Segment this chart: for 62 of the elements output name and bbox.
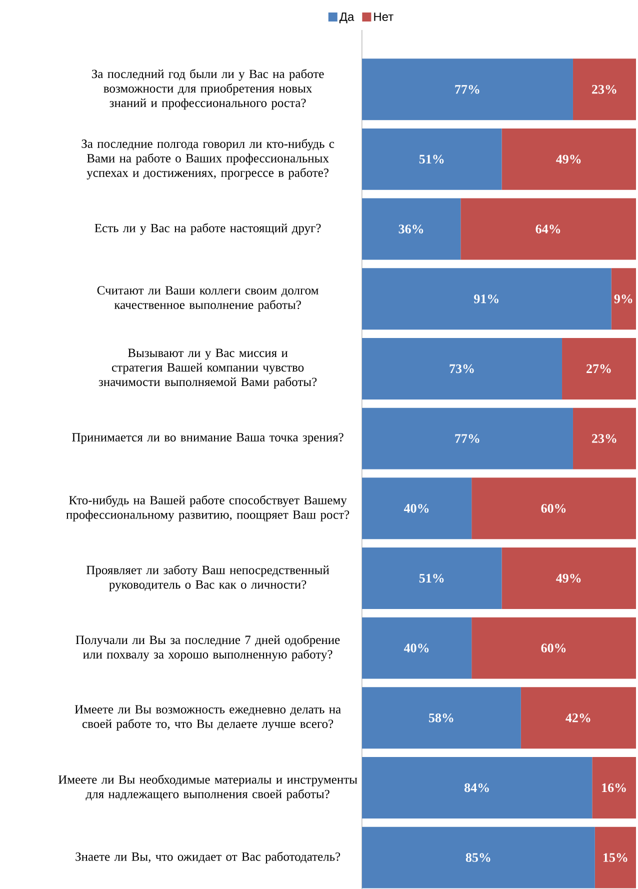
data-label: 60% [541, 644, 566, 652]
legend-label: Да [339, 12, 354, 24]
data-label: 23% [592, 434, 616, 443]
data-label: 36% [398, 224, 424, 234]
data-label: 64% [536, 224, 560, 234]
data-label: 40% [404, 504, 429, 513]
data-label: 51% [419, 574, 444, 583]
data-label: 27% [586, 364, 611, 374]
y-tick-label: Имеете ли Вы необходимые материалы и инструменты для надлежащего выполнения своей работы? [58, 774, 358, 801]
y-tick-label: Проявляет ли заботу Ваш непосредственный руководитель о Вас как о личности? [86, 565, 330, 592]
bar [362, 687, 521, 749]
data-label: 16% [602, 783, 626, 792]
data-label: 91% [474, 294, 498, 304]
data-label: 60% [541, 504, 566, 513]
y-tick-label: Вызывают ли у Вас миссия и стратегия Вашей компании чувство значимости выполняемой Вами работы? [98, 348, 317, 389]
bar [572, 58, 636, 120]
data-label: 85% [466, 853, 490, 862]
bar [362, 617, 472, 679]
bar [572, 408, 636, 470]
bar [594, 826, 636, 888]
bar [362, 826, 595, 888]
data-label: 58% [428, 713, 454, 722]
bar [362, 338, 562, 400]
bar [460, 198, 636, 260]
data-label: 15% [603, 853, 628, 862]
bar [502, 548, 636, 609]
bar [362, 58, 573, 120]
bar [362, 478, 472, 540]
bar [362, 548, 502, 609]
bar [592, 757, 636, 818]
bar [472, 617, 636, 679]
data-label: 40% [404, 644, 429, 652]
y-tick-label: За последние полгода говорил ли кто-нибудь с Вами на работе о Ваших профессиональных успехах и достижениях, прогрессе в работе? [82, 138, 334, 180]
y-tick-label: Кто-нибудь на Вашей работе способствует Вашему профессиональному развитию, поощряет Ваш рост? [66, 495, 350, 522]
y-tick-label: Есть ли у Вас на работе настоящий друг? [94, 223, 321, 235]
bar [472, 478, 636, 540]
bar [502, 128, 636, 190]
data-label: 84% [464, 783, 489, 792]
data-label: 23% [592, 84, 616, 94]
bar [611, 268, 636, 330]
bar [362, 128, 502, 190]
bar [362, 198, 461, 260]
data-label: 49% [556, 574, 581, 583]
data-label: 9% [614, 294, 632, 304]
y-tick-label: Считают ли Ваши коллеги своим долгом качественное выполнение работы? [97, 286, 318, 312]
y-tick-label: За последний год были ли у Вас на работе возможности для приобретения новых знаний и профессионального роста? [92, 69, 324, 110]
data-label: 73% [450, 364, 474, 374]
bar [362, 408, 573, 470]
bar [362, 757, 592, 818]
y-tick-label: Знаете ли Вы, что ожидает от Вас работодатель? [76, 852, 340, 864]
y-tick-label: Принимается ли во внимание Ваша точка зрения? [72, 433, 344, 444]
data-label: 42% [566, 713, 590, 722]
data-label: 51% [419, 154, 444, 164]
y-tick-label: Получали ли Вы за последние 7 дней одобрение или похвалу за хорошо выполненную работу? [76, 634, 340, 662]
legend-label: Нет [374, 12, 394, 21]
bar [562, 338, 636, 400]
bar [520, 687, 636, 749]
data-label: 49% [556, 154, 581, 164]
bar [362, 268, 612, 330]
y-tick-label: Имеете ли Вы возможность ежедневно делать на своей работе то, что Вы делаете лучше всего? [74, 705, 341, 731]
data-label: 77% [455, 434, 480, 443]
data-label: 77% [455, 84, 480, 94]
